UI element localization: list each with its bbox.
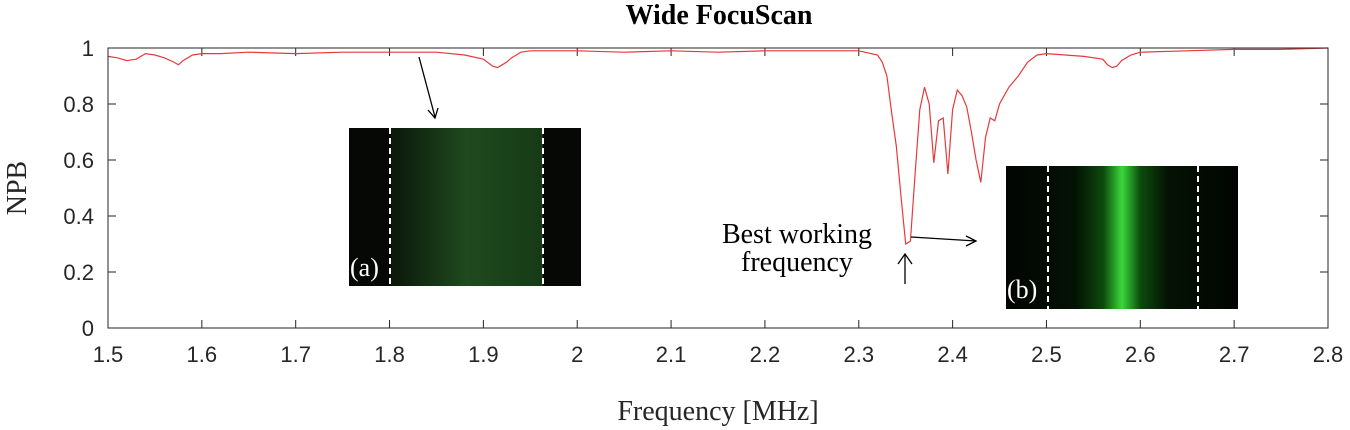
y-tick-label: 0.2 [63, 260, 94, 285]
y-tick-label: 1 [82, 36, 94, 61]
annotation-line-2: frequency [741, 247, 853, 278]
y-axis-label: NPB [2, 161, 33, 215]
arrow-head-up [897, 252, 913, 265]
arrow-to-inset-a [418, 56, 436, 118]
y-tick-label: 0.6 [63, 148, 94, 173]
arrow-head-a [427, 107, 439, 120]
y-tick-label: 0.4 [63, 204, 94, 229]
x-tick-label: 2.6 [1125, 342, 1156, 367]
x-axis-ticks: 1.5 1.6 1.7 1.8 1.9 2 2.1 2.2 2.3 2.4 2.5 2.6 2.7 2.8 [93, 48, 1344, 367]
inset-a-label: (a) [350, 253, 379, 282]
x-tick-label: 1.7 [280, 342, 311, 367]
x-tick-label: 2.7 [1219, 342, 1250, 367]
x-tick-label: 2.5 [1031, 342, 1062, 367]
x-tick-label: 1.6 [187, 342, 218, 367]
y-tick-label: 0 [82, 316, 94, 341]
x-tick-label: 1.9 [468, 342, 499, 367]
annotation-line-1: Best working [722, 219, 872, 250]
x-tick-label: 2.8 [1313, 342, 1344, 367]
x-tick-label: 1.8 [374, 342, 405, 367]
x-tick-label: 2 [571, 342, 583, 367]
x-tick-label: 2.2 [750, 342, 781, 367]
x-tick-label: 1.5 [93, 342, 124, 367]
x-tick-label: 2.1 [656, 342, 687, 367]
arrow-to-inset-b [910, 236, 977, 242]
y-axis-ticks: 0 0.2 0.4 0.6 0.8 1 [63, 36, 1328, 341]
inset-a: (a) [349, 128, 581, 286]
inset-b-label: (b) [1007, 275, 1037, 304]
annotation-arrows [418, 56, 978, 284]
x-tick-label: 2.4 [937, 342, 968, 367]
series-line [107, 47, 1329, 245]
inset-b: (b) [1006, 166, 1238, 309]
chart-title: Wide FocuScan [626, 0, 813, 31]
arrow-head-b [965, 235, 978, 247]
plot-frame [107, 47, 1329, 329]
y-tick-label: 0.8 [63, 92, 94, 117]
x-tick-label: 2.3 [843, 342, 874, 367]
x-axis-label: Frequency [MHz] [617, 396, 818, 427]
